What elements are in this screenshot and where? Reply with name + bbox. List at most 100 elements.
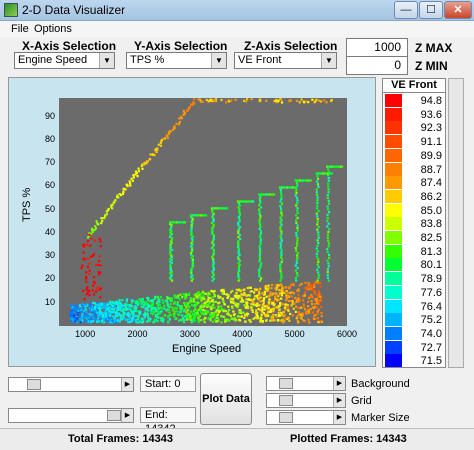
menu-options[interactable]: Options <box>34 23 72 35</box>
data-point <box>166 297 169 300</box>
data-point <box>69 312 72 315</box>
chevron-right-icon[interactable]: ▶ <box>333 411 345 424</box>
data-point <box>205 300 209 303</box>
data-point <box>279 301 282 305</box>
data-point <box>311 296 314 299</box>
slider-thumb[interactable] <box>279 378 293 389</box>
data-point <box>176 310 179 313</box>
data-point <box>190 253 193 256</box>
data-point <box>69 311 72 314</box>
data-point <box>280 272 283 275</box>
maximize-button[interactable]: ☐ <box>419 1 443 19</box>
data-point <box>341 165 344 168</box>
data-point <box>273 319 276 322</box>
data-point <box>303 320 306 323</box>
data-point <box>277 312 280 315</box>
chevron-right-icon[interactable]: ▶ <box>121 409 133 422</box>
legend-item: 75.2 <box>383 313 445 327</box>
data-point <box>100 311 103 314</box>
data-point <box>100 222 103 225</box>
data-point <box>91 254 94 258</box>
slider-thumb[interactable] <box>27 379 41 390</box>
slider-thumb[interactable] <box>279 412 293 423</box>
legend-scrollbar[interactable] <box>448 78 464 368</box>
data-point <box>314 313 317 317</box>
data-point <box>316 263 319 266</box>
data-point <box>229 314 232 317</box>
data-point <box>259 264 262 267</box>
data-point <box>286 304 289 307</box>
z-max-input[interactable]: 1000 <box>346 38 408 57</box>
data-point <box>301 312 304 315</box>
menu-file[interactable]: File <box>11 23 29 35</box>
data-point <box>286 308 290 311</box>
data-point <box>212 292 215 295</box>
data-point <box>258 288 261 291</box>
legend-item: 93.6 <box>383 107 445 121</box>
data-point <box>125 306 128 309</box>
chevron-right-icon[interactable]: ▶ <box>333 377 345 390</box>
legend-item: 92.3 <box>383 121 445 135</box>
data-point <box>235 302 238 305</box>
marker-size-slider[interactable]: ▶ <box>266 410 346 425</box>
plot-area[interactable] <box>59 98 347 326</box>
data-point <box>88 313 91 316</box>
data-point <box>269 319 272 322</box>
data-point <box>250 290 253 293</box>
slider-thumb[interactable] <box>279 395 293 406</box>
data-point <box>237 255 240 258</box>
data-point <box>135 300 138 303</box>
data-point <box>190 225 193 228</box>
data-point <box>296 224 299 227</box>
data-point <box>79 309 82 312</box>
slider-thumb[interactable] <box>107 410 121 421</box>
data-point <box>102 315 105 318</box>
data-point <box>251 310 254 313</box>
data-point <box>96 304 99 307</box>
end-slider[interactable]: ▶ <box>8 408 134 423</box>
data-point <box>277 318 280 322</box>
data-point <box>95 308 98 311</box>
chevron-right-icon[interactable]: ▶ <box>121 378 133 391</box>
data-point <box>186 314 189 317</box>
minimize-button[interactable]: — <box>394 1 418 19</box>
data-point <box>295 305 298 308</box>
data-point <box>311 284 314 287</box>
data-point <box>296 206 299 210</box>
data-point <box>243 200 247 203</box>
data-point <box>258 204 261 207</box>
data-point <box>294 194 297 197</box>
data-point <box>137 170 140 173</box>
data-point <box>212 257 215 260</box>
data-point <box>245 312 249 315</box>
close-button[interactable]: ✕ <box>444 1 472 19</box>
start-slider[interactable]: ▶ <box>8 377 134 392</box>
data-point <box>268 193 271 196</box>
data-point <box>173 315 176 318</box>
data-point <box>231 301 234 304</box>
data-point <box>303 179 307 182</box>
data-point <box>132 176 135 179</box>
data-point <box>245 294 248 297</box>
chevron-right-icon[interactable]: ▶ <box>333 394 345 407</box>
grid-slider[interactable]: ▶ <box>266 393 346 408</box>
data-point <box>277 294 280 297</box>
data-point <box>222 288 225 291</box>
data-point <box>185 303 188 306</box>
data-point <box>91 284 95 287</box>
z-axis-select[interactable]: VE Front ▼ <box>234 52 337 69</box>
data-point <box>206 303 209 306</box>
data-point <box>124 188 127 191</box>
data-point <box>120 303 123 306</box>
background-slider[interactable]: ▶ <box>266 376 346 391</box>
z-min-input[interactable]: 0 <box>346 56 408 75</box>
y-axis-select[interactable]: TPS % ▼ <box>126 52 227 69</box>
data-point <box>213 313 216 317</box>
x-axis-select[interactable]: Engine Speed ▼ <box>14 52 115 69</box>
data-point <box>91 301 95 304</box>
data-point <box>71 311 74 314</box>
data-point <box>88 262 91 265</box>
data-point <box>186 316 189 319</box>
data-point <box>168 314 171 317</box>
plot-data-button[interactable]: Plot Data <box>200 373 252 425</box>
